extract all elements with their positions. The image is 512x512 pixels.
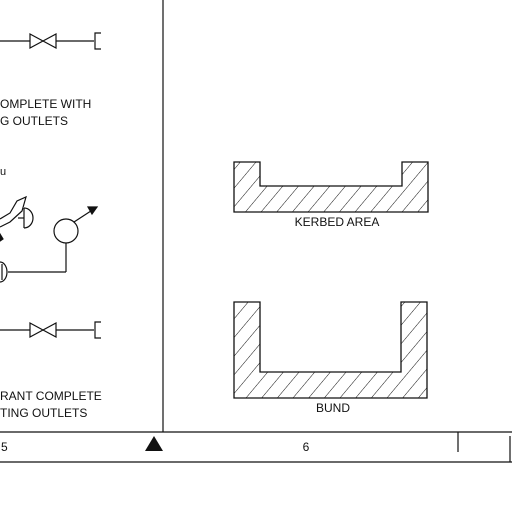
footer-center-number: 6 [303, 440, 310, 454]
hydrant-label-2-line-2: TING OUTLETS [0, 406, 87, 420]
hydrant-label-2-line-1: RANT COMPLETE [0, 389, 102, 403]
centre-marker-triangle-icon [145, 436, 163, 451]
kerbed-area-label: KERBED AREA [295, 215, 380, 229]
bund-label: BUND [316, 401, 350, 415]
footer-left-number: 5 [1, 440, 8, 454]
hydrant-label-1-line-1: OMPLETE WITH [0, 97, 91, 111]
kerbed-area-section [233, 161, 429, 213]
valve-symbol-bottom [0, 321, 101, 339]
bund-section [233, 301, 428, 399]
hose-reel-symbol [0, 195, 99, 283]
valve-symbol-top [0, 32, 101, 50]
hydrant-label-1-line-2: G OUTLETS [0, 114, 68, 128]
cropped-text-fragment: u [0, 166, 6, 178]
